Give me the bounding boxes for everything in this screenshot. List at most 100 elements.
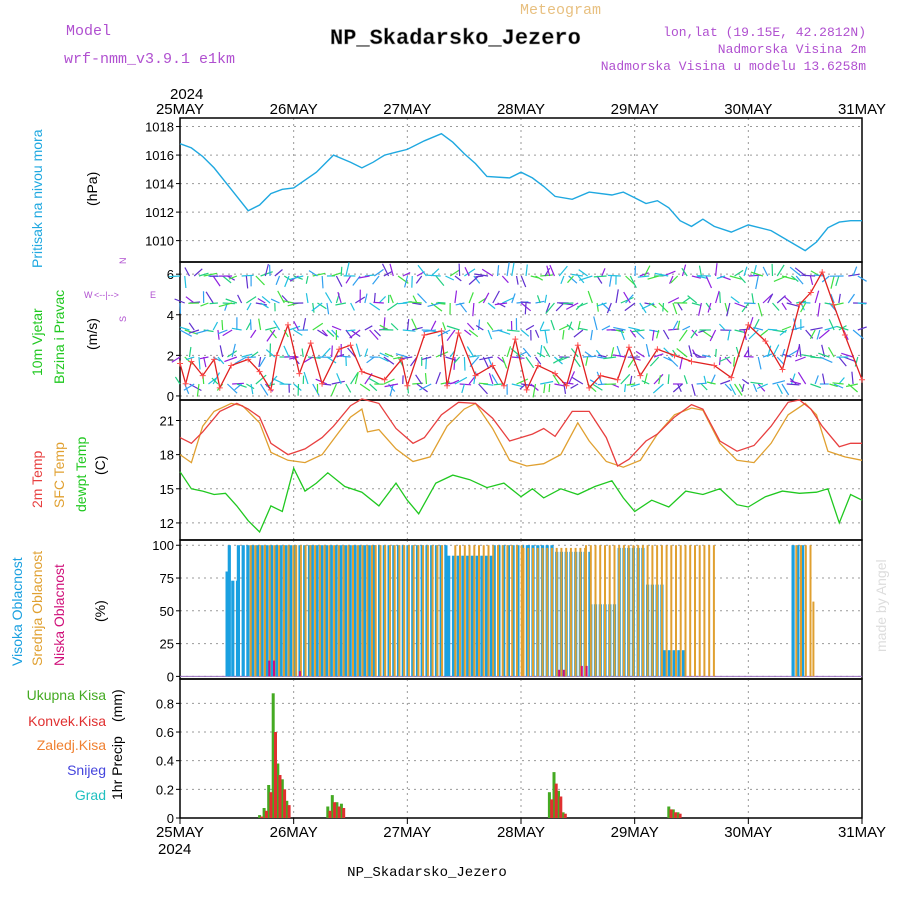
- wind-speed-point: [728, 374, 735, 381]
- wind-barb: [568, 321, 573, 331]
- cloud-bar: [333, 545, 336, 677]
- precip-title: 1hr Precip: [109, 736, 125, 800]
- wind-barb: [378, 356, 389, 362]
- wind-barb: [629, 329, 637, 338]
- y-tick-label: 0: [167, 811, 174, 826]
- cloud-bar: [254, 545, 257, 677]
- cloud-bar: [497, 545, 499, 677]
- model-name: wrf-nmm_v3.9.1 e1km: [64, 51, 235, 68]
- wind-barb: [743, 349, 749, 358]
- cloud-bar: [546, 547, 549, 677]
- wind-speed-point: [336, 346, 343, 353]
- wind-barb: [810, 383, 822, 389]
- wind-title: 10m Vjetar: [29, 308, 45, 376]
- wind-barb: [643, 265, 651, 277]
- wind-barb: [739, 328, 748, 331]
- precip-bar: [285, 800, 289, 818]
- wind-speed-point: [535, 362, 542, 369]
- wind-barb: [231, 327, 242, 331]
- panels: 1010 1012 1014 1016 1018 0 2 4 6 12 15 18 21 0 25 50 75 1…: [145, 101, 886, 841]
- cloud-bar: [441, 545, 444, 677]
- wind-barb: [437, 329, 451, 337]
- wind-barb: [369, 329, 379, 341]
- wind-barb: [810, 327, 823, 331]
- wind-barb: [469, 355, 480, 358]
- cloud-bar: [273, 660, 275, 677]
- cloud-bar: [451, 555, 456, 677]
- cloud-bar: [454, 545, 457, 677]
- wind-barb: [481, 268, 494, 277]
- wind-barb: [566, 323, 574, 331]
- bottom-x-tick-label: 26MAY: [270, 824, 318, 841]
- wind-speed-point: [762, 338, 769, 345]
- series-line-sfc-temp: [179, 402, 863, 468]
- top-x-tick-label: 30MAY: [724, 101, 772, 118]
- precip-side-labels: Ukupna Kisa Konvek.Kisa Zaledj.Kisa Snij…: [27, 687, 125, 803]
- wind-barb: [282, 300, 294, 304]
- wind-barb: [751, 293, 755, 304]
- cloud-bar: [225, 571, 229, 677]
- wind-barb: [672, 383, 683, 393]
- wind-barb: [506, 346, 512, 358]
- cloud-bar: [796, 545, 800, 677]
- wind-barb: [539, 329, 550, 332]
- wind-barb: [383, 378, 395, 385]
- wind-barb: [478, 382, 489, 385]
- wind-barb: [458, 263, 461, 277]
- wind-barb: [791, 275, 799, 282]
- wind-barb: [373, 268, 384, 277]
- wind-speed-point: [199, 372, 206, 379]
- cloud-bar: [698, 545, 701, 677]
- wind-barb: [468, 275, 480, 285]
- wind-barb: [174, 376, 181, 385]
- wind-barb: [795, 275, 804, 285]
- wind-barb: [378, 295, 387, 304]
- wind-barb: [794, 356, 806, 362]
- cloud-bar: [665, 545, 668, 677]
- cloud-bar: [536, 547, 539, 677]
- precip-bar: [280, 779, 284, 818]
- wind-barb: [798, 344, 802, 358]
- wind-speed-point: [807, 289, 814, 296]
- wind-barb: [609, 275, 612, 287]
- wind-barb: [212, 321, 219, 331]
- wind-barb: [558, 356, 569, 362]
- wind-barb: [168, 275, 181, 278]
- precip-unit: (mm): [109, 689, 125, 722]
- precip-bar: [278, 775, 282, 818]
- wind-barb: [678, 329, 688, 342]
- cloud-bar: [801, 545, 805, 677]
- cloud-bar: [343, 545, 348, 677]
- wind-barb: [188, 346, 192, 358]
- precip-bar: [552, 772, 556, 818]
- cloud-bar: [809, 545, 812, 677]
- wind-barb: [496, 265, 500, 277]
- wind-barb: [355, 343, 361, 358]
- cloud-bar: [431, 545, 434, 677]
- wind-barb: [649, 356, 660, 367]
- wind-speed-point: [512, 336, 519, 343]
- wind-barb: [670, 275, 679, 284]
- wind-barb: [389, 263, 394, 277]
- wind-speed-point: [830, 301, 837, 308]
- series-line-dewpt-temp: [179, 466, 863, 534]
- wind-barb: [845, 383, 858, 388]
- wind-barb: [390, 322, 399, 331]
- cloud-bar: [694, 545, 696, 677]
- cloud-bar: [459, 545, 461, 677]
- wind-barb: [776, 356, 785, 366]
- wind-barb: [851, 371, 854, 385]
- cloud-bar: [358, 545, 362, 677]
- precip-bar: [335, 802, 339, 818]
- wind-barb: [209, 302, 218, 305]
- wind-barb: [696, 382, 707, 385]
- wind-speed-point: [177, 360, 183, 367]
- wind-speed-point: [347, 342, 354, 349]
- wind-barb: [720, 379, 731, 385]
- y-tick-label: 0.8: [156, 696, 174, 711]
- cloud-bar: [279, 545, 283, 677]
- wind-barb: [718, 323, 726, 331]
- wind-barb: [373, 292, 376, 304]
- cloud-bar: [334, 545, 338, 677]
- cloud-bar: [444, 545, 448, 677]
